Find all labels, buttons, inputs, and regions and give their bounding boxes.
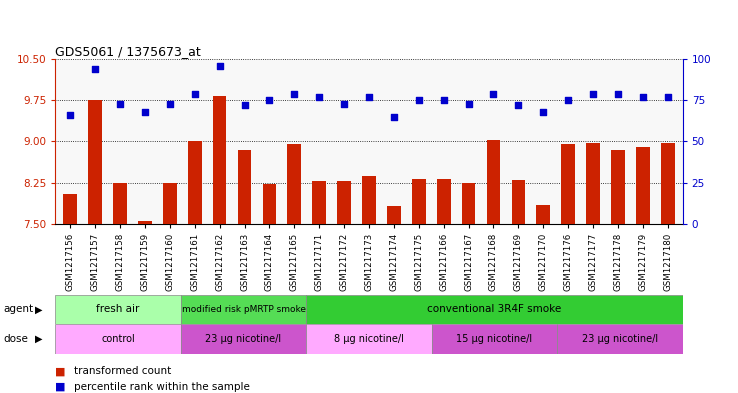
Text: 23 µg nicotine/l: 23 µg nicotine/l <box>205 334 282 344</box>
Point <box>314 94 325 100</box>
Bar <box>362 176 376 224</box>
Text: ▶: ▶ <box>35 334 43 344</box>
Point <box>512 102 524 108</box>
Bar <box>432 324 557 354</box>
Bar <box>306 295 683 324</box>
Bar <box>113 183 127 224</box>
Point <box>189 90 201 97</box>
Text: ■: ■ <box>55 366 66 376</box>
Bar <box>213 96 227 224</box>
Point <box>338 100 350 107</box>
Point <box>537 108 549 115</box>
Bar <box>263 184 276 224</box>
Bar <box>511 180 525 224</box>
Bar <box>63 194 77 224</box>
Bar <box>138 221 152 224</box>
Point <box>214 62 226 69</box>
Bar <box>288 144 301 224</box>
Bar <box>537 205 550 224</box>
Bar <box>238 150 252 224</box>
Bar <box>661 143 675 224</box>
Bar <box>188 141 201 224</box>
Text: transformed count: transformed count <box>74 366 171 376</box>
Point <box>388 114 400 120</box>
Text: percentile rank within the sample: percentile rank within the sample <box>74 382 249 392</box>
Bar <box>611 150 625 224</box>
Text: agent: agent <box>4 305 34 314</box>
Bar <box>557 324 683 354</box>
Point <box>89 66 101 72</box>
Text: conventional 3R4F smoke: conventional 3R4F smoke <box>427 305 562 314</box>
Point <box>289 90 300 97</box>
Text: 15 µg nicotine/l: 15 µg nicotine/l <box>456 334 533 344</box>
Bar <box>387 206 401 224</box>
Bar <box>437 179 450 224</box>
Point <box>413 97 424 103</box>
Point <box>587 90 599 97</box>
Point <box>363 94 375 100</box>
Bar <box>181 324 306 354</box>
Point <box>263 97 275 103</box>
Point <box>637 94 649 100</box>
Text: dose: dose <box>4 334 29 344</box>
Text: 8 µg nicotine/l: 8 µg nicotine/l <box>334 334 404 344</box>
Bar <box>486 140 500 224</box>
Point <box>164 100 176 107</box>
Point <box>438 97 449 103</box>
Bar <box>163 183 176 224</box>
Point <box>463 100 475 107</box>
Point <box>662 94 674 100</box>
Bar <box>89 100 102 224</box>
Bar <box>55 324 181 354</box>
Bar <box>562 144 575 224</box>
Point <box>114 100 126 107</box>
Bar <box>312 181 326 224</box>
Bar <box>306 324 432 354</box>
Bar <box>337 181 351 224</box>
Bar <box>181 295 306 324</box>
Text: 23 µg nicotine/l: 23 µg nicotine/l <box>582 334 658 344</box>
Bar <box>412 179 426 224</box>
Bar <box>586 143 600 224</box>
Point <box>488 90 500 97</box>
Text: fresh air: fresh air <box>97 305 139 314</box>
Text: control: control <box>101 334 135 344</box>
Text: ▶: ▶ <box>35 305 43 314</box>
Bar <box>55 295 181 324</box>
Point <box>612 90 624 97</box>
Text: modified risk pMRTP smoke: modified risk pMRTP smoke <box>182 305 306 314</box>
Bar <box>636 147 649 224</box>
Text: ■: ■ <box>55 382 66 392</box>
Text: GDS5061 / 1375673_at: GDS5061 / 1375673_at <box>55 45 201 58</box>
Point <box>238 102 250 108</box>
Bar <box>462 183 475 224</box>
Point <box>562 97 574 103</box>
Point <box>139 108 151 115</box>
Point <box>64 112 76 118</box>
